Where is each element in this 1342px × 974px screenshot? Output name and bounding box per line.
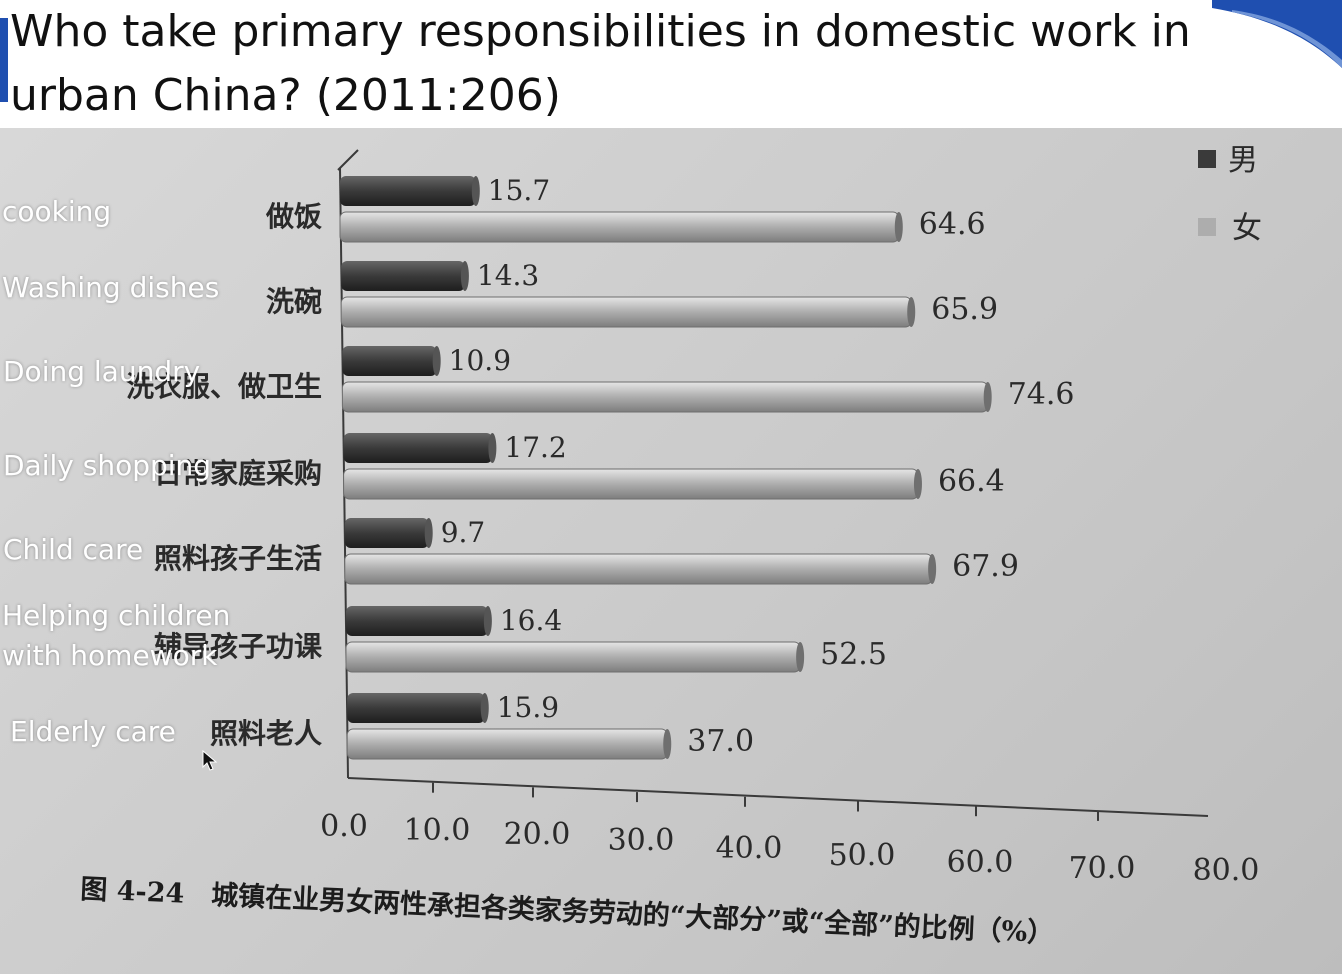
title-accent-bar [0,18,8,102]
bar-male-cap [461,261,469,291]
x-tick-label: 20.0 [504,817,571,852]
bar-female-value: 65.9 [931,292,998,327]
category-label: 照料孩子生活 [154,542,322,575]
bar-male [342,346,436,376]
legend-label-female: 女 [1232,211,1262,246]
bar-female [344,469,918,499]
bar-male-cap [488,433,496,463]
bar-male-value: 17.2 [504,431,566,464]
bar-male-value: 16.4 [500,604,562,637]
category-label: 洗碗 [266,285,322,318]
bar-female-value: 74.6 [1008,377,1075,412]
bar-female-cap [796,642,804,672]
bar-male-value: 9.7 [441,516,486,549]
bar-male-cap [472,176,480,206]
x-tick-label: 40.0 [716,831,783,866]
chart-caption: 图 4-24 城镇在业男女两性承担各类家务劳动的“大部分”或“全部”的比例（%） [80,873,1055,949]
legend-swatch-male [1198,150,1216,168]
english-label: Daily shopping [3,446,211,486]
axis-depth-line [338,150,358,170]
bar-female-value: 37.0 [687,724,754,759]
bar-male [341,261,465,291]
bar-female-cap [914,469,922,499]
x-tick-label: 10.0 [404,813,471,848]
bar-female [340,212,899,242]
legend-swatch-female [1198,218,1216,236]
bar-male-value: 10.9 [449,344,511,377]
bar-female-cap [663,729,671,759]
english-label: cooking [2,192,111,232]
x-tick-label: 30.0 [608,823,675,858]
bar-male-value: 14.3 [477,259,539,292]
bar-female-cap [984,382,992,412]
bar-male-cap [433,346,441,376]
bar-male-cap [484,606,492,636]
category-label: 做饭 [265,200,322,233]
bar-male [346,606,488,636]
bar-male-cap [425,518,433,548]
bar-female-cap [907,297,915,327]
bar-female-value: 67.9 [952,549,1019,584]
mouse-cursor-icon [202,750,218,772]
bar-female-value: 66.4 [938,464,1005,499]
bar-male [340,176,476,206]
x-tick-label: 60.0 [947,845,1014,880]
x-axis-line [348,778,1208,816]
bar-female [342,382,987,412]
legend-label-male: 男 [1228,143,1258,178]
bar-male [347,693,485,723]
x-tick-label: 80.0 [1193,853,1260,888]
bar-female [341,297,911,327]
bar-male-value: 15.9 [497,691,559,724]
english-label: Doing laundry [3,352,200,392]
x-tick-label: 50.0 [829,838,896,873]
bar-male [345,518,429,548]
bar-male-value: 15.7 [488,174,550,207]
bar-female-value: 52.5 [820,637,887,672]
bar-female-value: 64.6 [919,207,986,242]
bar-chart: 做饭15.764.6洗碗14.365.9洗衣服、做卫生10.974.6日常家庭采… [0,128,1342,974]
english-label: Elderly care [10,712,176,752]
bar-female [346,642,800,672]
bar-female-cap [928,554,936,584]
chart-bars: 做饭15.764.6洗碗14.365.9洗衣服、做卫生10.974.6日常家庭采… [126,174,1075,759]
x-tick-label: 0.0 [320,809,368,844]
bar-female-cap [895,212,903,242]
category-label: 照料老人 [210,717,322,750]
slide-title: Who take primary responsibilities in dom… [10,0,1310,128]
bar-female [347,729,667,759]
bar-female [345,554,932,584]
bar-male [344,433,493,463]
chart-legend: 男女 [1198,143,1262,246]
english-label: Child care [3,530,143,570]
bar-male-cap [481,693,489,723]
english-label: Washing dishes [2,268,219,308]
x-tick-label: 70.0 [1069,851,1136,886]
english-label: Helping children with homework [2,596,230,676]
